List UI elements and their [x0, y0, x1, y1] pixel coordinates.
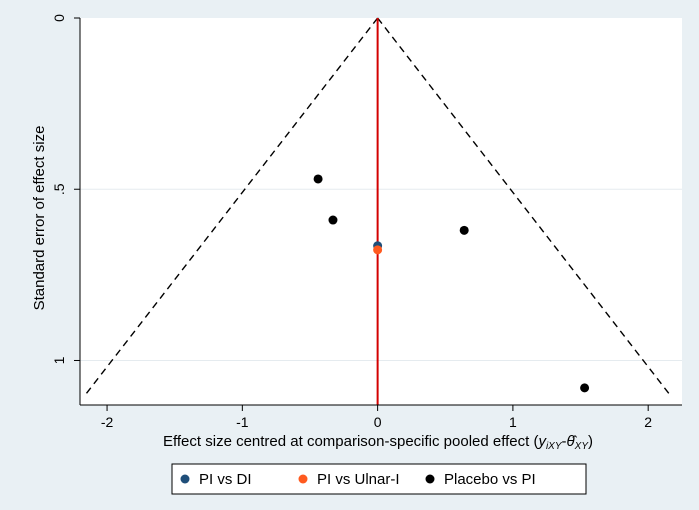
- point-series2-1: [328, 215, 338, 225]
- funnel-lines: [84, 17, 671, 396]
- point-series1-0: [373, 245, 383, 255]
- axes: [79, 18, 682, 406]
- gridlines: [80, 188, 682, 361]
- legend-label-0: PI vs DI: [199, 471, 252, 488]
- point-series2-3: [580, 383, 590, 393]
- legend-label-2: Placebo vs PI: [444, 471, 536, 488]
- plot-area: [80, 18, 682, 405]
- x-axis-label: Effect size centred at comparison-specif…: [163, 433, 593, 452]
- legend-box: [171, 463, 587, 495]
- x-tick-label-3: 1: [509, 414, 517, 430]
- legend-marker-2: [425, 474, 435, 484]
- legend-marker-0: [180, 474, 190, 484]
- y-axis-label: Standard error of effect size: [31, 126, 48, 311]
- x-tick-label-2: 0: [374, 414, 382, 430]
- point-series2-0: [313, 174, 323, 184]
- y-tick-label-2: 1: [51, 356, 67, 364]
- y-tick-label-1: .5: [51, 183, 67, 195]
- legend-marker-1: [298, 474, 308, 484]
- legend: PI vs DI PI vs Ulnar-I Placebo vs PI: [171, 463, 587, 495]
- y-ticks: 0.51: [51, 14, 80, 364]
- legend-label-1: PI vs Ulnar-I: [317, 471, 400, 488]
- data-points: [313, 174, 590, 393]
- point-series2-2: [459, 225, 469, 235]
- y-tick-label-0: 0: [51, 14, 67, 22]
- funnel-line-right: [377, 17, 671, 396]
- x-tick-label-0: -2: [101, 414, 114, 430]
- x-tick-label-4: 2: [644, 414, 652, 430]
- theta-hat-symbol: θ̂: [567, 433, 578, 450]
- x-ticks: -2 -1 0 1 2: [101, 405, 652, 430]
- x-tick-label-1: -1: [236, 414, 249, 430]
- funnel-line-left: [84, 17, 379, 396]
